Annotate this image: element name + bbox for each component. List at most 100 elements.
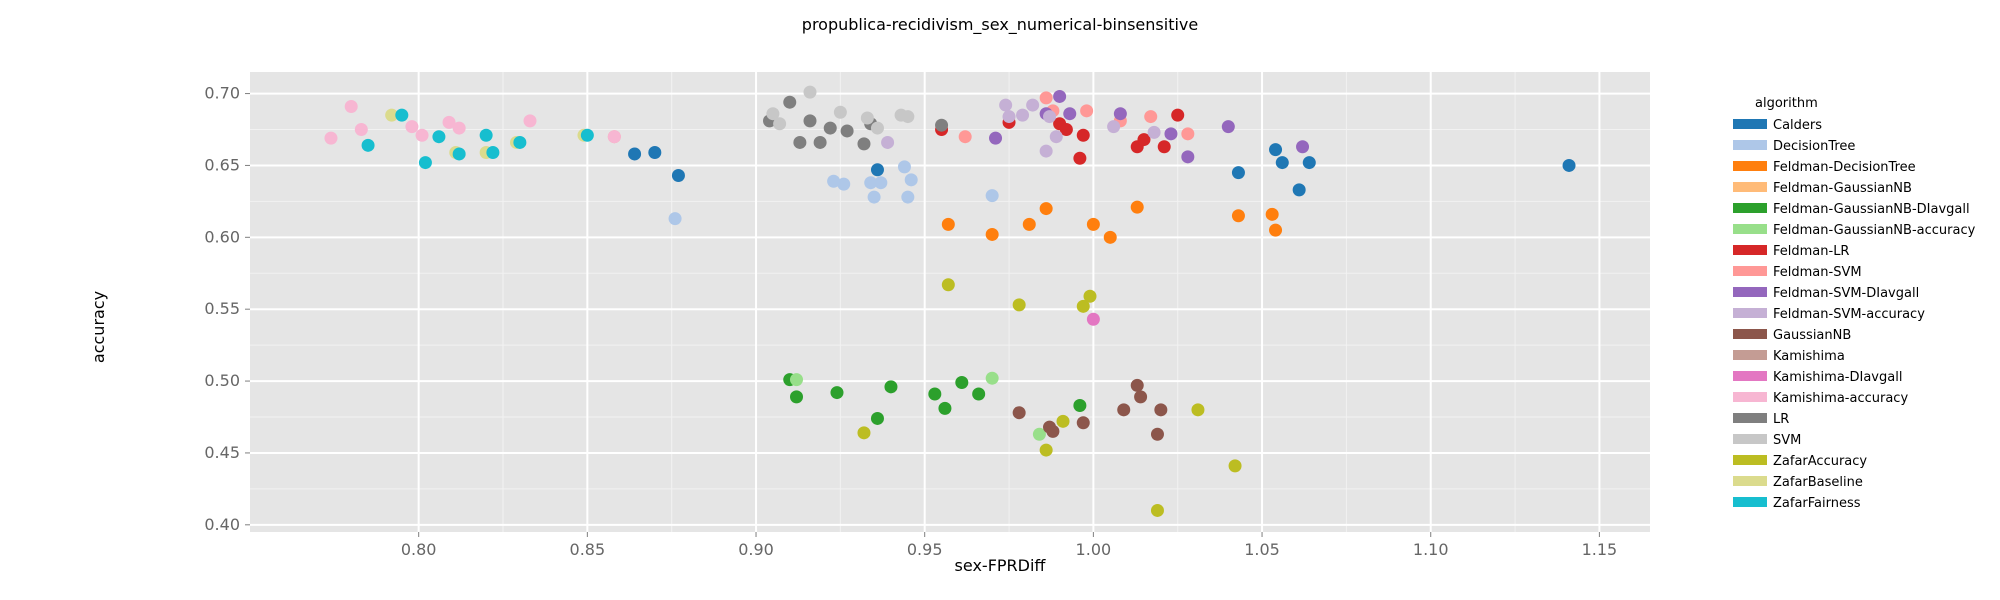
data-point (941, 278, 955, 292)
x-tick-label: 1.00 (1076, 540, 1112, 559)
data-point (324, 131, 338, 145)
data-point (1181, 150, 1195, 164)
legend-item: GaussianNB (1733, 328, 1851, 343)
data-point (870, 411, 884, 425)
x-tick-label: 0.85 (570, 540, 606, 559)
data-point (1103, 230, 1117, 244)
legend-item: DecisionTree (1733, 139, 1855, 154)
data-point (1150, 427, 1164, 441)
data-point (955, 376, 969, 389)
data-point (580, 128, 594, 142)
series-zafarfairness (361, 108, 594, 170)
data-point (1562, 158, 1576, 172)
data-point (486, 146, 500, 159)
legend-label: ZafarAccuracy (1773, 454, 1867, 469)
legend-swatch (1733, 413, 1767, 423)
series-lr (763, 95, 949, 151)
legend-item: Feldman-GaussianNB-DIavgall (1733, 202, 1970, 217)
legend-item: Feldman-SVM (1733, 265, 1862, 280)
data-points (324, 85, 1576, 517)
x-axis-label: sex-FPRDiff (955, 556, 1047, 575)
data-point (1056, 414, 1070, 428)
y-tick-label: 0.55 (204, 299, 240, 318)
data-point (1130, 378, 1144, 392)
legend-item: Feldman-DecisionTree (1733, 160, 1916, 175)
legend-label: ZafarBaseline (1773, 475, 1863, 490)
data-point (1231, 209, 1245, 223)
legend-item: Kamishima-DIavgall (1733, 370, 1902, 385)
data-point (928, 387, 942, 401)
legend-label: Feldman-SVM-accuracy (1773, 307, 1925, 322)
data-point (1265, 207, 1279, 221)
data-point (1144, 110, 1158, 124)
x-tick-label: 0.95 (907, 540, 943, 559)
legend-label: Feldman-DecisionTree (1773, 160, 1916, 175)
data-point (432, 130, 446, 144)
x-tick-label: 1.05 (1244, 540, 1280, 559)
legend-label: DecisionTree (1773, 139, 1855, 154)
data-point (813, 135, 827, 149)
legend-swatch (1733, 434, 1767, 444)
data-point (1113, 107, 1127, 121)
legend-swatch (1733, 203, 1767, 213)
data-point (803, 114, 817, 128)
data-point (1137, 133, 1151, 147)
legend-swatch (1733, 476, 1767, 486)
data-point (1134, 390, 1148, 404)
legend-item: Kamishima (1733, 349, 1845, 364)
data-point (1269, 143, 1283, 157)
data-point (833, 105, 847, 119)
data-point (513, 135, 527, 149)
legend-swatch (1733, 455, 1767, 465)
y-tick-label: 0.60 (204, 227, 240, 246)
data-point (1150, 503, 1164, 517)
series-feldman-gaussiannb-diavgall (783, 373, 1087, 425)
data-point (1086, 217, 1100, 231)
data-point (985, 371, 999, 385)
legend-label: SVM (1773, 433, 1801, 448)
legend-label: Feldman-GaussianNB-accuracy (1773, 223, 1976, 238)
data-point (958, 130, 972, 144)
data-point (985, 227, 999, 241)
data-point (1080, 104, 1094, 118)
data-point (1022, 217, 1036, 231)
data-point (1039, 443, 1053, 457)
y-tick-label: 0.65 (204, 155, 240, 174)
data-point (1002, 110, 1016, 124)
data-point (867, 190, 881, 204)
legend-label: Kamishima-DIavgall (1773, 370, 1902, 385)
legend-item: Feldman-GaussianNB (1733, 181, 1912, 196)
data-point (1292, 183, 1306, 197)
legend-swatch (1733, 392, 1767, 402)
data-point (452, 121, 466, 135)
y-tick-label: 0.70 (204, 84, 240, 103)
legend-label: GaussianNB (1773, 328, 1851, 343)
legend-item: ZafarAccuracy (1733, 454, 1867, 469)
data-point (1302, 156, 1316, 170)
legend: algorithm Calders DecisionTree Feldman-Dec… (1733, 96, 1976, 511)
data-point (1181, 127, 1195, 141)
grid (250, 72, 1650, 532)
data-point (773, 117, 787, 131)
data-point (1039, 144, 1053, 158)
series-gaussiannb (1012, 378, 1168, 441)
x-tick-label: 1.15 (1582, 540, 1618, 559)
data-point (941, 217, 955, 231)
data-point (837, 177, 851, 191)
legend-swatch (1733, 308, 1767, 318)
data-point (1039, 202, 1053, 216)
legend-label: Feldman-SVM (1773, 265, 1862, 280)
data-point (827, 174, 841, 188)
x-tick-label: 0.90 (738, 540, 774, 559)
data-point (1076, 299, 1090, 313)
legend-label: ZafarFairness (1773, 496, 1861, 511)
series-feldman-decisiontree (941, 200, 1283, 244)
data-point (938, 401, 952, 415)
legend-title: algorithm (1755, 96, 1818, 111)
data-point (1049, 130, 1063, 144)
data-point (860, 111, 874, 125)
data-point (1012, 406, 1026, 420)
legend-label: Feldman-LR (1773, 244, 1849, 259)
data-point (479, 128, 493, 142)
legend-label: Feldman-GaussianNB (1773, 181, 1912, 196)
